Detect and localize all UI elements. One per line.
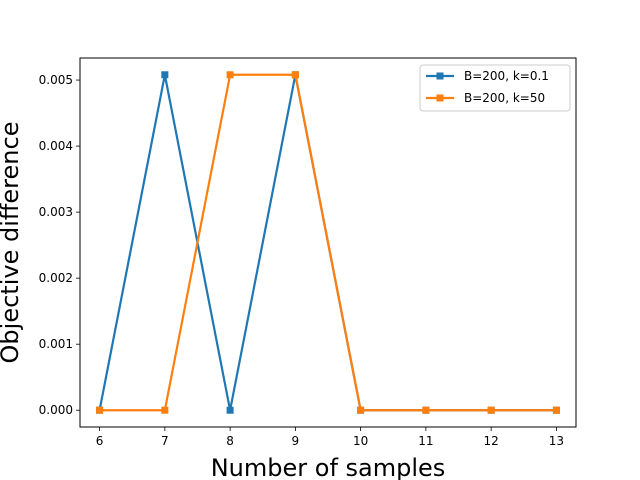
- y-axis-label: Objective difference: [0, 122, 24, 364]
- data-point: [291, 71, 299, 79]
- series-2: [96, 71, 560, 414]
- legend-item: B=200, k=0.1: [426, 69, 549, 83]
- legend: B=200, k=0.1 B=200, k=50: [419, 64, 571, 112]
- x-tick-label: 13: [549, 434, 564, 448]
- legend-label: B=200, k=50: [464, 91, 545, 105]
- legend-marker: [436, 94, 444, 102]
- x-tick-label: 10: [353, 434, 368, 448]
- legend-item: B=200, k=50: [426, 91, 545, 105]
- data-point: [487, 406, 495, 414]
- legend-box: [419, 64, 571, 112]
- x-tick-label: 9: [292, 434, 300, 448]
- legend-marker: [436, 72, 444, 80]
- legend-label: B=200, k=0.1: [464, 69, 549, 83]
- series-line: [99, 73, 557, 412]
- y-tick-label: 0.000: [39, 403, 73, 417]
- y-tick-label: 0.004: [39, 139, 73, 153]
- x-tick-label: 7: [161, 434, 169, 448]
- x-tick-label: 11: [418, 434, 433, 448]
- x-axis-ticks: 6 7 8 9 10 11 12 13: [96, 427, 564, 448]
- y-tick-label: 0.002: [39, 271, 73, 285]
- data-point: [96, 406, 104, 414]
- data-point: [552, 406, 560, 414]
- x-axis-label: Number of samples: [211, 454, 446, 480]
- data-point: [161, 406, 169, 414]
- y-tick-label: 0.005: [39, 73, 73, 87]
- x-tick-label: 6: [96, 434, 104, 448]
- data-point: [226, 406, 234, 414]
- axes-frame: [79, 57, 577, 428]
- data-point: [422, 406, 430, 414]
- data-point: [161, 71, 169, 79]
- y-tick-label: 0.001: [39, 337, 73, 351]
- data-point: [226, 71, 234, 79]
- y-axis-ticks: 0.000 0.001 0.002 0.003 0.004 0.005: [39, 73, 80, 417]
- y-tick-label: 0.003: [39, 205, 73, 219]
- data-point: [357, 406, 365, 414]
- series-layer: [96, 71, 560, 414]
- x-tick-label: 12: [484, 434, 499, 448]
- x-tick-label: 8: [226, 434, 234, 448]
